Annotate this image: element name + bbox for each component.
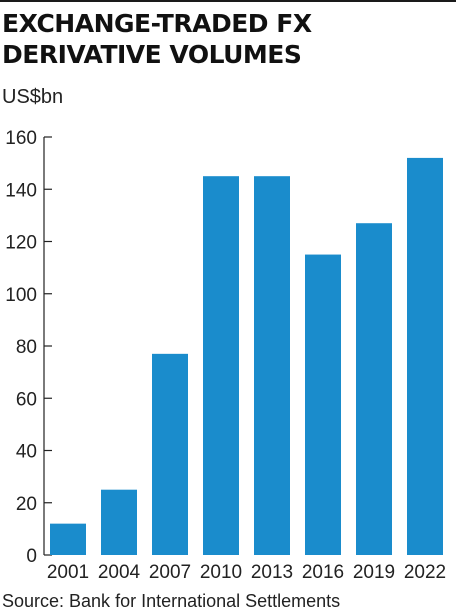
top-rule <box>0 0 456 2</box>
x-tick-label: 2016 <box>302 562 344 583</box>
bar-2022 <box>407 157 443 555</box>
y-tick-label: 100 <box>5 285 37 306</box>
y-tick-label: 160 <box>5 128 37 149</box>
bar-2013 <box>254 176 290 555</box>
x-tick-label: 2013 <box>251 562 293 583</box>
x-tick-label: 2010 <box>200 562 242 583</box>
bars-group <box>50 157 443 555</box>
y-tick-label: 80 <box>16 337 37 358</box>
bar-2001 <box>50 523 86 555</box>
bar-2010 <box>203 176 239 555</box>
source-note: Source: Bank for International Settlemen… <box>2 591 341 611</box>
x-tick-label: 2004 <box>98 562 141 583</box>
y-axis: 0 20 40 60 80 100 120 140 160 <box>5 128 52 567</box>
y-tick-label: 60 <box>16 389 37 410</box>
y-tick-label: 20 <box>16 494 37 515</box>
y-axis-unit-label: US$bn <box>2 86 64 108</box>
x-axis: 2001 2004 2007 2010 2013 2016 2019 2022 <box>47 562 446 583</box>
bar-2019 <box>356 223 392 555</box>
x-tick-label: 2001 <box>47 562 89 583</box>
bar-2007 <box>152 353 188 555</box>
x-tick-label: 2007 <box>149 562 191 583</box>
y-tick-label: 120 <box>5 233 37 254</box>
y-tick-label: 0 <box>26 546 37 567</box>
y-tick-label: 140 <box>5 180 37 201</box>
chart-title: EXCHANGE-TRADED FX DERIVATIVE VOLUMES <box>2 8 442 70</box>
chart-title-line-2: DERIVATIVE VOLUMES <box>2 40 302 69</box>
y-tick-label: 40 <box>16 442 37 463</box>
x-tick-label: 2022 <box>404 562 446 583</box>
bar-2004 <box>101 489 137 555</box>
chart-title-line-1: EXCHANGE-TRADED FX <box>2 9 312 38</box>
x-tick-label: 2019 <box>353 562 395 583</box>
bar-2016 <box>305 254 341 555</box>
